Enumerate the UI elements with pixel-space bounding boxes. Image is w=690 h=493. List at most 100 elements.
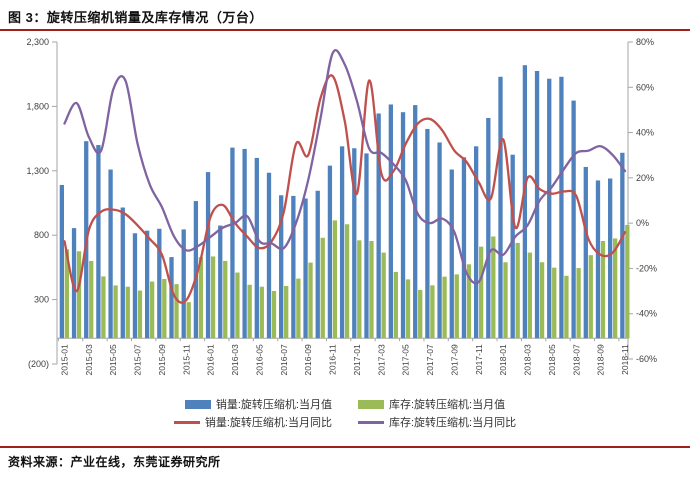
bar [315,190,320,339]
x-axis-tick-label: 2017-11 [474,344,484,375]
bar [327,165,333,339]
right-axis-tick-label: 0% [636,218,649,228]
bar [547,78,552,339]
chart-legend: 销量:旋转压缩机:当月值 库存:旋转压缩机:当月值销量:旋转压缩机:当月同比 库存:… [0,396,690,430]
bar [478,246,484,339]
bar [174,284,179,339]
x-axis-tick-label: 2018-09 [596,344,606,375]
legend-label: 销量:旋转压缩机:当月同比 [204,417,332,429]
bar [486,117,491,339]
x-axis-tick-label: 2018-01 [498,344,508,375]
bar [76,251,82,339]
legend-item: 销量:旋转压缩机:当月值 [184,396,332,412]
bar [418,289,423,339]
bar [235,272,240,339]
legend-item: 销量:旋转压缩机:当月同比 [173,414,332,430]
legend-label: 库存:旋转压缩机:当月值 [389,399,506,411]
x-axis-tick-label: 2018-03 [523,344,533,375]
bar [430,285,435,339]
bar [149,281,155,339]
x-axis-tick-label: 2018-05 [547,344,557,375]
bar [376,113,381,339]
x-axis-tick-label: 2016-11 [328,344,338,375]
bar [595,180,601,339]
bar [157,228,162,339]
x-axis-tick-label: 2016-05 [254,344,264,375]
bar [437,142,442,339]
bar [400,112,406,339]
x-axis-tick-label: 2017-09 [449,344,459,375]
x-axis-tick-label: 2017-03 [376,344,386,375]
bar [564,275,569,339]
bar [608,178,613,339]
line-series-0 [63,74,627,304]
bar [466,264,472,339]
bar [162,278,167,339]
legend-bar-swatch [184,399,211,409]
bar [583,166,588,339]
right-axis-tick-label: 40% [636,128,654,138]
bar [576,268,581,339]
bar [442,276,447,339]
bar [620,152,625,339]
bar [473,146,479,339]
bar [291,195,296,339]
legend-label: 销量:旋转压缩机:当月值 [215,399,332,411]
bar [120,207,125,339]
bar [357,240,362,339]
left-axis-tick-label: (200) [28,359,49,369]
bar [498,76,503,339]
x-axis-tick-label: 2015-11 [181,344,191,375]
right-axis-tick-label: -40% [636,309,657,319]
line-series-1 [63,49,627,285]
bar [144,230,150,339]
x-axis-tick-label: 2015-01 [60,344,70,375]
bar [405,279,411,339]
bar [113,285,118,339]
bar [393,271,398,339]
bar [522,65,528,339]
bar [625,224,630,339]
bar [613,238,618,339]
x-axis-tick-label: 2015-05 [108,344,118,375]
source-rule [0,446,690,448]
bar [230,147,235,339]
bar [279,195,284,339]
bar [271,290,277,339]
bar [449,169,454,339]
combo-chart: 2,300 1,800 1,300 800 300 (200) 80% 60% 40% 20% 0%… [26,37,657,375]
x-axis-tick-label: 2016-07 [279,344,289,375]
bar [96,145,101,339]
left-axis-tick-label: 2,300 [26,37,49,47]
x-axis-tick-label: 2018-07 [571,344,581,375]
bar [205,172,211,339]
bar [223,260,228,339]
bar [247,284,252,339]
bar [461,157,467,339]
figure-title: 图 3：旋转压缩机销量及库存情况（万台） [8,10,263,25]
bar [588,255,593,339]
right-axis-tick-label: 80% [636,37,654,47]
bar [308,262,313,339]
bar [491,236,496,339]
bar [64,249,69,339]
x-axis-tick-label: 2015-03 [84,344,94,375]
bar [218,225,223,339]
x-axis-tick-label: 2017-01 [352,344,362,375]
legend-bar-swatch [358,399,384,409]
legend-item: 库存:旋转压缩机:当月同比 [358,414,516,430]
bar [186,302,191,339]
bar [181,229,186,339]
bar [364,153,369,339]
left-axis-tick-label: 1,300 [26,166,49,176]
x-axis-tick-label: 2017-05 [401,344,411,375]
bar [125,286,130,339]
bar [413,105,418,339]
bar [332,220,338,339]
bar [303,198,308,339]
legend-row: 销量:旋转压缩机:当月同比 库存:旋转压缩机:当月同比 [173,414,516,430]
bar [259,286,264,339]
bar [284,285,289,339]
chart-area: 2,300 1,800 1,300 800 300 (200) 80% 60% 40% 20% 0%… [0,36,690,396]
left-axis-tick-label: 800 [34,230,49,240]
